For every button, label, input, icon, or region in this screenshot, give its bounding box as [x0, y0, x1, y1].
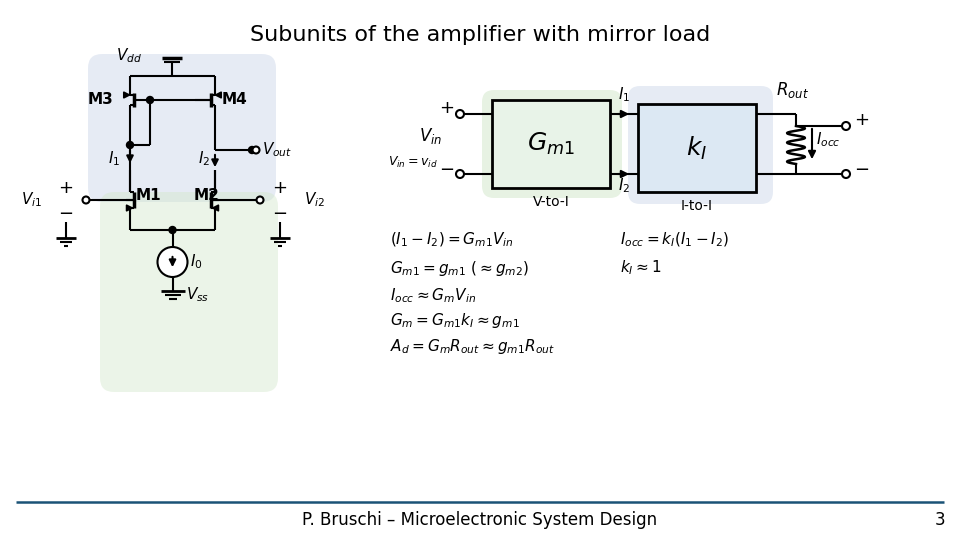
Text: $I_0$: $I_0$: [190, 253, 204, 271]
Text: $I_1$: $I_1$: [108, 150, 120, 168]
Circle shape: [147, 97, 154, 104]
FancyBboxPatch shape: [100, 192, 278, 392]
Text: $(I_1 - I_2) = G_{m1}V_{in}$: $(I_1 - I_2) = G_{m1}V_{in}$: [390, 231, 514, 249]
Text: +: +: [854, 111, 869, 129]
Text: $I_{occ} = k_I(I_1 - I_2)$: $I_{occ} = k_I(I_1 - I_2)$: [620, 231, 729, 249]
Circle shape: [456, 170, 464, 178]
Text: $k_I \approx 1$: $k_I \approx 1$: [620, 259, 661, 278]
Text: M3: M3: [88, 92, 113, 107]
Text: I-to-I: I-to-I: [681, 199, 713, 213]
Text: $-$: $-$: [439, 159, 454, 177]
Text: $-$: $-$: [273, 203, 288, 221]
Text: $I_{occ}$: $I_{occ}$: [816, 131, 841, 150]
Text: $R_{out}$: $R_{out}$: [776, 80, 808, 100]
Circle shape: [169, 226, 176, 233]
Text: +: +: [439, 99, 454, 117]
Text: $V_{i1}$: $V_{i1}$: [21, 191, 42, 210]
Text: $A_d = G_m R_{out} \approx g_{m1} R_{out}$: $A_d = G_m R_{out} \approx g_{m1} R_{out…: [390, 338, 555, 356]
Text: $V_{in} = v_{id}$: $V_{in} = v_{id}$: [389, 154, 438, 170]
Circle shape: [249, 146, 255, 153]
Text: $-$: $-$: [854, 159, 869, 177]
Text: Subunits of the amplifier with mirror load: Subunits of the amplifier with mirror lo…: [250, 25, 710, 45]
FancyBboxPatch shape: [628, 86, 773, 204]
Text: M1: M1: [136, 188, 161, 204]
Text: $k_I$: $k_I$: [686, 134, 708, 161]
Circle shape: [842, 122, 850, 130]
Text: $I_{occ} \approx G_m V_{in}$: $I_{occ} \approx G_m V_{in}$: [390, 287, 476, 305]
Text: $V_{dd}$: $V_{dd}$: [116, 46, 142, 65]
Circle shape: [456, 110, 464, 118]
Text: M2: M2: [194, 188, 220, 204]
Text: $V_{i2}$: $V_{i2}$: [304, 191, 325, 210]
Text: V-to-I: V-to-I: [533, 195, 569, 209]
Text: $V_{in}$: $V_{in}$: [419, 126, 442, 146]
Text: $G_{m1} = g_{m1}\ (\approx g_{m2})$: $G_{m1} = g_{m1}\ (\approx g_{m2})$: [390, 259, 529, 278]
Circle shape: [157, 247, 187, 277]
Text: +: +: [59, 179, 74, 197]
Text: $G_m = G_{m1}k_I \approx g_{m1}$: $G_m = G_{m1}k_I \approx g_{m1}$: [390, 310, 519, 329]
Text: $I_2$: $I_2$: [618, 176, 630, 195]
FancyBboxPatch shape: [482, 90, 622, 198]
Text: $I_2$: $I_2$: [198, 150, 210, 168]
Bar: [492, 100, 610, 188]
Text: 3: 3: [934, 511, 945, 529]
Text: $G_{m1}$: $G_{m1}$: [527, 131, 575, 157]
Circle shape: [252, 146, 259, 153]
Text: $V_{ss}$: $V_{ss}$: [186, 286, 210, 305]
Circle shape: [256, 197, 263, 204]
Text: +: +: [273, 179, 287, 197]
Circle shape: [127, 141, 133, 149]
Text: $V_{out}$: $V_{out}$: [262, 140, 292, 159]
Text: $-$: $-$: [59, 203, 74, 221]
Circle shape: [83, 197, 89, 204]
Text: P. Bruschi – Microelectronic System Design: P. Bruschi – Microelectronic System Desi…: [302, 511, 658, 529]
FancyBboxPatch shape: [88, 54, 276, 202]
Text: M4: M4: [222, 92, 248, 107]
Text: $I_1$: $I_1$: [618, 85, 630, 104]
Circle shape: [842, 170, 850, 178]
Bar: [638, 104, 756, 192]
